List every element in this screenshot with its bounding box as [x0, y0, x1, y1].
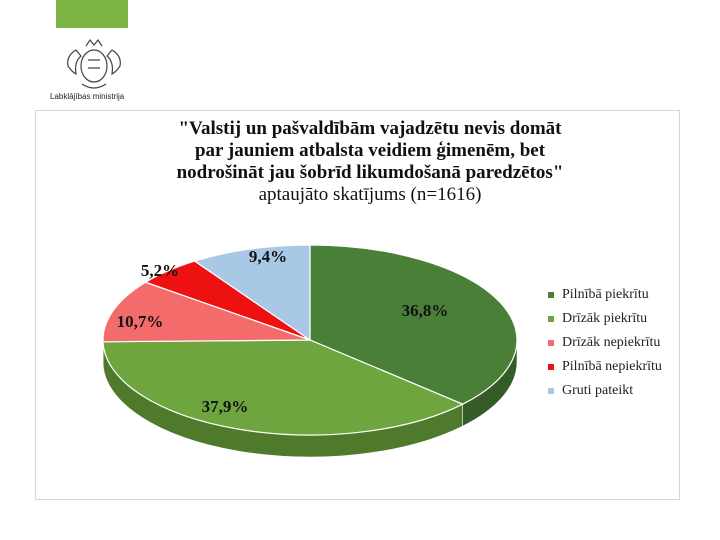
coat-of-arms-icon	[67, 38, 121, 89]
pie-slice-0	[309, 244, 518, 405]
legend-item-0: Pilnībā piekrītu	[548, 283, 662, 307]
pie-slice-4	[193, 244, 311, 342]
legend-swatch-1	[548, 316, 554, 322]
ministry-logo-text: Labklājības ministrija	[50, 92, 125, 101]
legend-swatch-0	[548, 292, 554, 298]
chart-title-line-1: "Valstij un pašvaldībām vajadzētu nevis …	[178, 118, 562, 139]
pie-data-label-0: 36,8%	[402, 301, 449, 320]
legend-label-4: Gruti pateikt	[562, 383, 634, 398]
chart-title-line-2: par jauniem atbalsta veidiem ģimenēm, be…	[194, 140, 546, 161]
legend-item-3: Pilnībā nepiekrītu	[548, 355, 662, 379]
chart-title-line-3: nodrošināt jau šobrīd likumdošanā paredz…	[176, 162, 564, 183]
legend-swatch-4	[548, 388, 554, 394]
pie-data-label-4: 9,4%	[249, 247, 287, 266]
pie-data-label-3: 5,2%	[141, 261, 179, 280]
pie-data-label-2: 10,7%	[117, 312, 164, 331]
pie-data-label-1: 37,9%	[202, 397, 249, 416]
legend-label-0: Pilnībā piekrītu	[562, 287, 649, 302]
legend-label-3: Pilnībā nepiekrītu	[562, 359, 662, 374]
legend-label-2: Drīzāk nepiekrītu	[562, 335, 661, 350]
pie-slice-2	[102, 281, 311, 343]
legend-item-1: Drīzāk piekrītu	[548, 307, 662, 331]
legend-label-1: Drīzāk piekrītu	[562, 311, 648, 326]
legend-item-4: Gruti pateikt	[548, 379, 662, 403]
chart-legend: Pilnībā piekrītu Drīzāk piekrītu Drīzāk ne…	[548, 283, 662, 403]
chart-title: "Valstij un pašvaldībām vajadzētu nevis …	[0, 118, 720, 206]
chart-subtitle: aptaujāto skatījums (n=1616)	[258, 184, 482, 205]
legend-swatch-2	[548, 340, 554, 346]
top-accent-bar	[56, 0, 128, 28]
legend-swatch-3	[548, 364, 554, 370]
legend-item-2: Drīzāk nepiekrītu	[548, 331, 662, 355]
pie-slice-1	[102, 339, 465, 436]
